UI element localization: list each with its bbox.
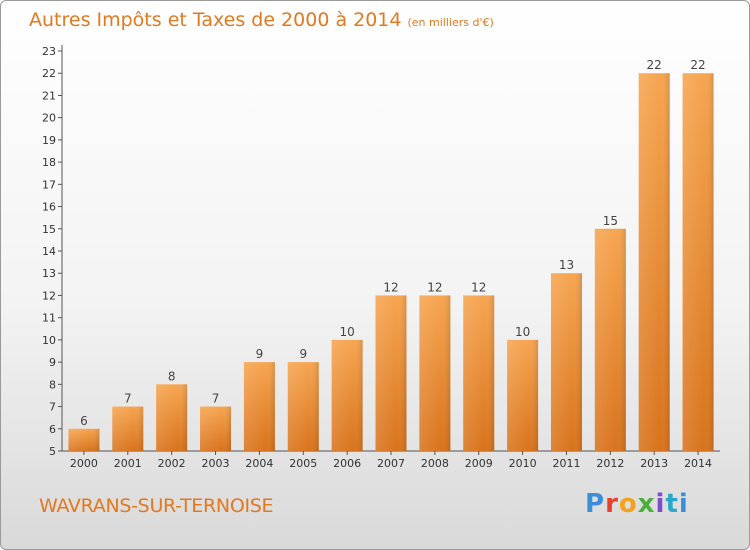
value-label: 13 bbox=[559, 258, 574, 272]
bar-shade-2014 bbox=[682, 73, 714, 451]
value-label: 22 bbox=[690, 58, 705, 72]
y-tick-label: 14 bbox=[42, 245, 56, 258]
bar-shade-2006 bbox=[331, 339, 363, 451]
y-tick-label: 17 bbox=[42, 178, 56, 191]
commune-name: WAVRANS-SUR-TERNOISE bbox=[39, 495, 274, 517]
x-tick-label: 2002 bbox=[158, 457, 186, 470]
bar-shade-2009 bbox=[463, 295, 495, 451]
value-label: 7 bbox=[212, 392, 220, 406]
x-tick-label: 2008 bbox=[421, 457, 449, 470]
bar-shade-2012 bbox=[594, 228, 626, 451]
y-tick-label: 5 bbox=[49, 445, 56, 458]
y-tick-label: 10 bbox=[42, 334, 56, 347]
bar-shade-2005 bbox=[287, 362, 319, 451]
x-tick-label: 2011 bbox=[552, 457, 580, 470]
x-tick-label: 2005 bbox=[289, 457, 317, 470]
x-tick-label: 2014 bbox=[684, 457, 712, 470]
x-tick-label: 2004 bbox=[245, 457, 273, 470]
value-label: 6 bbox=[80, 414, 88, 428]
bar-shade-2011 bbox=[550, 273, 582, 451]
bar-shade-2010 bbox=[507, 339, 539, 451]
x-tick-label: 2000 bbox=[70, 457, 98, 470]
value-label: 12 bbox=[471, 280, 486, 294]
logo-letter: o bbox=[618, 489, 638, 519]
y-tick-label: 8 bbox=[49, 378, 56, 391]
x-tick-label: 2003 bbox=[202, 457, 230, 470]
logo-letter: t bbox=[665, 489, 679, 519]
bar-shade-2007 bbox=[375, 295, 407, 451]
bar-shade-2003 bbox=[200, 406, 232, 451]
chart-title-main: Autres Impôts et Taxes de 2000 à 2014 bbox=[29, 9, 402, 31]
y-tick-label: 20 bbox=[42, 112, 56, 125]
logo-letter: i bbox=[678, 489, 689, 519]
logo-letter: r bbox=[605, 489, 619, 519]
x-tick-label: 2009 bbox=[465, 457, 493, 470]
y-tick-label: 6 bbox=[49, 423, 56, 436]
value-label: 9 bbox=[299, 347, 307, 361]
y-tick-label: 9 bbox=[49, 356, 56, 369]
bar-shade-2004 bbox=[243, 362, 275, 451]
y-tick-label: 11 bbox=[42, 312, 56, 325]
y-tick-label: 22 bbox=[42, 67, 56, 80]
value-label: 12 bbox=[427, 280, 442, 294]
y-tick-label: 18 bbox=[42, 156, 56, 169]
x-tick-label: 2010 bbox=[509, 457, 537, 470]
chart-title: Autres Impôts et Taxes de 2000 à 2014 (en… bbox=[29, 9, 494, 31]
bar-shade-2001 bbox=[112, 406, 144, 451]
chart-subtitle: (en milliers d'€) bbox=[407, 16, 494, 29]
x-tick-label: 2013 bbox=[640, 457, 668, 470]
value-label: 8 bbox=[168, 369, 176, 383]
y-tick-label: 19 bbox=[42, 134, 56, 147]
value-label: 9 bbox=[256, 347, 264, 361]
value-label: 22 bbox=[647, 58, 662, 72]
logo-letter: P bbox=[585, 489, 606, 519]
logo-letter: i bbox=[655, 489, 666, 519]
proxiti-logo: Proxiti bbox=[585, 489, 689, 519]
value-label: 7 bbox=[124, 392, 132, 406]
y-tick-label: 16 bbox=[42, 201, 56, 214]
y-tick-label: 7 bbox=[49, 401, 56, 414]
value-label: 15 bbox=[603, 214, 618, 228]
bar-shade-2000 bbox=[68, 428, 100, 451]
x-tick-label: 2006 bbox=[333, 457, 361, 470]
bar-shade-2008 bbox=[419, 295, 451, 451]
value-label: 12 bbox=[383, 280, 398, 294]
bar-shade-2002 bbox=[156, 384, 188, 451]
x-tick-label: 2012 bbox=[596, 457, 624, 470]
value-label: 10 bbox=[515, 325, 530, 339]
x-tick-label: 2001 bbox=[114, 457, 142, 470]
logo-letter: x bbox=[637, 489, 656, 519]
y-tick-label: 21 bbox=[42, 89, 56, 102]
x-tick-label: 2007 bbox=[377, 457, 405, 470]
bar-shade-2013 bbox=[638, 73, 670, 451]
y-tick-label: 15 bbox=[42, 223, 56, 236]
value-label: 10 bbox=[339, 325, 354, 339]
y-tick-label: 23 bbox=[42, 45, 56, 58]
y-tick-label: 13 bbox=[42, 267, 56, 280]
y-tick-label: 12 bbox=[42, 289, 56, 302]
